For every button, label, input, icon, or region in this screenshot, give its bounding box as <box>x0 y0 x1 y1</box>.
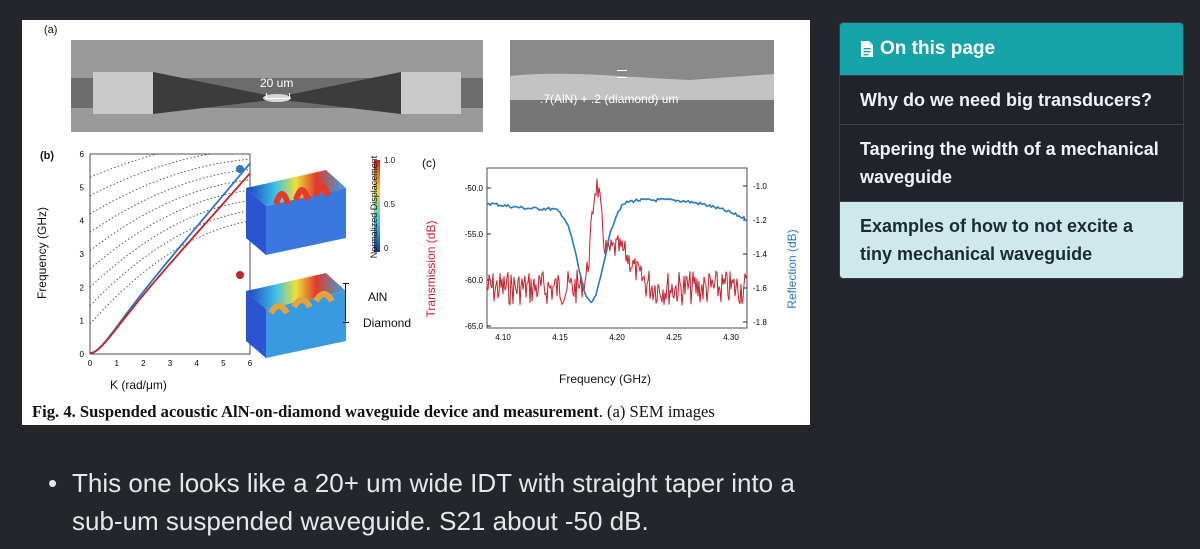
toc-item-tapering[interactable]: Tapering the width of a mechanical waveg… <box>840 124 1183 201</box>
x-tick-label: 5 <box>221 359 226 368</box>
layer-label-diamond: Diamond <box>363 316 412 330</box>
y-tick-label: 5 <box>80 183 85 192</box>
panel-label-c: (c) <box>422 156 436 170</box>
dispersion-branch <box>89 179 251 252</box>
y-right-tick-label: -1.6 <box>753 284 767 293</box>
c-ylabel-right: Reflection (dB) <box>785 229 799 309</box>
sem-scale-label-1: 20 um <box>260 76 294 90</box>
dispersion-branch <box>89 158 251 215</box>
sem-image-waveguide: .7(AlN) + .2 (diamond) um <box>510 40 774 132</box>
x-tick-label: 4.30 <box>723 333 739 342</box>
y-tick-label: 3 <box>80 250 85 259</box>
toc-panel: On this page Why do we need big transduc… <box>839 22 1184 279</box>
plot-frame <box>486 167 748 329</box>
red-mode-branch <box>89 172 251 355</box>
dispersion-branch <box>89 200 251 288</box>
y-right-tick-label: -1.2 <box>753 216 767 225</box>
y-right-tick-label: -1.8 <box>753 318 767 327</box>
x-tick-label: 4 <box>194 359 199 368</box>
blue-mode-marker <box>236 165 244 173</box>
dispersion-branch <box>89 210 251 307</box>
toc-item-examples[interactable]: Examples of how to not excite a tiny mec… <box>840 201 1183 278</box>
caption-rest: . (a) SEM images <box>598 402 715 421</box>
caption-bold: Fig. 4. Suspended acoustic AlN-on-diamon… <box>32 402 599 421</box>
x-tick-label: 6 <box>248 359 253 368</box>
c-xlabel: Frequency (GHz) <box>559 372 652 386</box>
colorbar-tick: 0.5 <box>384 200 396 209</box>
y-tick-label: 2 <box>80 283 85 292</box>
panel-label-a: (a) <box>44 24 58 36</box>
layer-bracket <box>343 283 349 323</box>
blue-mode-branch <box>89 162 251 355</box>
bullet-dot: • <box>48 468 58 498</box>
y-tick-label: 1 <box>80 317 85 326</box>
transmission-trace <box>486 178 748 306</box>
x-tick-label: 0 <box>88 359 93 368</box>
y-right-tick-label: -1.0 <box>753 182 767 191</box>
y-left-tick-label: -65.0 <box>465 322 484 331</box>
x-tick-label: 3 <box>168 359 173 368</box>
dispersion-branch <box>89 220 251 325</box>
sem-scale-label-2: .7(AlN) + .2 (diamond) um <box>540 92 679 106</box>
toc-header: On this page <box>840 23 1183 75</box>
toc-item-label: Why do we need big transducers? <box>860 90 1153 110</box>
colorbar-label: Normalized Displacement <box>369 155 379 259</box>
dispersion-branch <box>89 153 250 197</box>
colorbar-tick: 0 <box>384 244 389 253</box>
b-ylabel: Frequency (GHz) <box>35 206 50 300</box>
x-tick-label: 2 <box>141 359 146 368</box>
b-xlabel: K (rad/μm) <box>110 378 167 392</box>
layer-bracket-line <box>345 283 346 321</box>
displacement-map-mode1 <box>246 170 346 255</box>
colorbar-tick: 1.0 <box>384 156 396 165</box>
sem-image-device: 20 um <box>71 40 483 132</box>
red-mode-marker <box>236 271 244 279</box>
toc-item-label: Examples of how to not excite a tiny mec… <box>860 216 1134 264</box>
displacement-map-mode2 <box>246 273 346 358</box>
x-tick-label: 4.25 <box>666 333 682 342</box>
toc-title: On this page <box>880 38 996 59</box>
toc-item-label: Tapering the width of a mechanical waveg… <box>860 139 1159 187</box>
y-left-tick-label: -50.0 <box>465 184 484 193</box>
x-tick-label: 1 <box>114 359 119 368</box>
layer-label-aln: AlN <box>368 290 388 304</box>
sem-scale-bar-2 <box>617 70 627 78</box>
x-tick-label: 4.15 <box>552 333 568 342</box>
y-tick-label: 6 <box>80 150 85 159</box>
c-ylabel-left: Transmission (dB) <box>424 220 438 318</box>
paper-figure: (a) 20 um .7(AlN) + .2 (diamond) um (b) … <box>22 20 810 425</box>
document-icon <box>861 40 873 57</box>
spectrum-plot: -50.0 -55.0 -60.0 -65.0 -1.0 -1.2 -1.4 -1.6 -1.8… <box>465 167 767 342</box>
y-right-tick-label: -1.4 <box>753 250 767 259</box>
colorbar <box>374 160 380 252</box>
dispersion-plot: 0 1 2 3 4 5 6 0 1 2 3 4 5 6 <box>80 150 253 368</box>
y-tick-label: 4 <box>80 217 85 226</box>
dispersion-branch <box>89 153 250 178</box>
panel-label-b: (b) <box>40 150 55 162</box>
y-tick-label: 0 <box>80 350 85 359</box>
dispersion-branch <box>89 189 251 270</box>
y-left-tick-label: -60.0 <box>465 276 484 285</box>
x-tick-label: 4.20 <box>609 333 625 342</box>
bullet-text: This one looks like a 20+ um wide IDT wi… <box>72 468 795 536</box>
y-left-tick-label: -55.0 <box>465 230 484 239</box>
x-tick-label: 4.10 <box>495 333 511 342</box>
plot-frame <box>89 153 251 355</box>
sem-scale-bar-1 <box>266 93 290 99</box>
reflection-trace <box>486 197 748 304</box>
toc-item-big-transducers[interactable]: Why do we need big transducers? <box>840 75 1183 124</box>
figure-caption: Fig. 4. Suspended acoustic AlN-on-diamon… <box>32 402 807 422</box>
